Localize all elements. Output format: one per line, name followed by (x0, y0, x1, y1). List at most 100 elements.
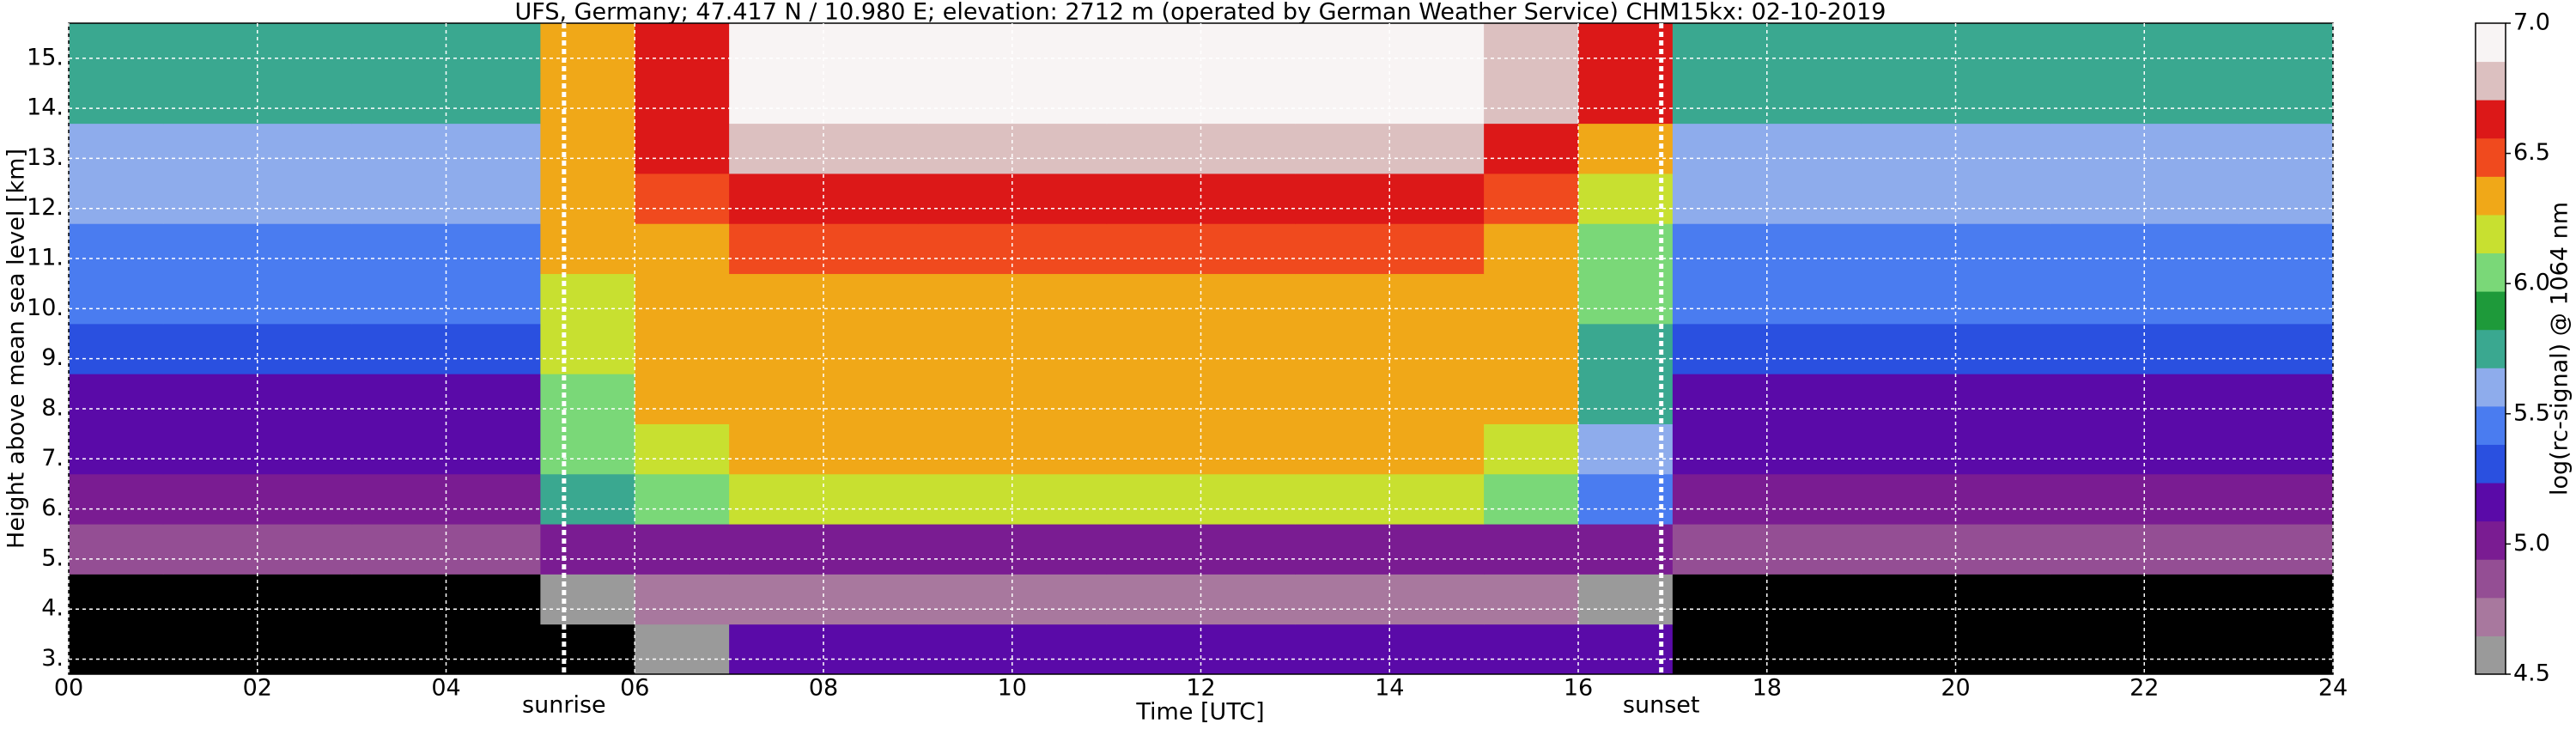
heatmap-cell (2050, 524, 2145, 575)
heatmap-cell (917, 323, 1013, 374)
heatmap-cell (1955, 374, 2050, 424)
colorbar-tick-label: 4.5 (2513, 660, 2550, 687)
heatmap-cell (1295, 23, 1390, 74)
heatmap-cell (1106, 524, 1201, 575)
heatmap-cell (1106, 23, 1201, 74)
heatmap-cell (351, 374, 447, 424)
heatmap-cell (1861, 23, 1956, 74)
heatmap-cell (162, 273, 258, 325)
heatmap-cell (823, 123, 919, 174)
y-tick-label: 14. (27, 94, 64, 121)
heatmap-cell (69, 473, 164, 525)
heatmap-cell (162, 23, 258, 74)
heatmap-cell (2144, 624, 2239, 675)
heatmap-cell (729, 423, 824, 475)
heatmap-cell (917, 23, 1013, 74)
heatmap-cell (1672, 524, 1768, 575)
heatmap-cell (2050, 374, 2145, 424)
heatmap-cell (1200, 273, 1296, 325)
heatmap-cell (635, 73, 730, 125)
heatmap-cell (1955, 473, 2050, 525)
heatmap-cell (257, 524, 353, 575)
heatmap-cell (1955, 423, 2050, 475)
x-tick-label: 10 (998, 675, 1027, 702)
chart-title: UFS, Germany; 47.417 N / 10.980 E; eleva… (515, 0, 1886, 26)
heatmap-cell (823, 574, 919, 625)
heatmap-cell (1200, 574, 1296, 625)
heatmap-cell (540, 273, 635, 325)
heatmap-cell (1955, 123, 2050, 174)
heatmap-cell (1672, 624, 1768, 675)
heatmap-cell (540, 473, 635, 525)
heatmap-cell (2144, 23, 2239, 74)
heatmap-cell (1672, 374, 1768, 424)
heatmap-cell (1012, 123, 1108, 174)
heatmap-cell (446, 273, 541, 325)
heatmap-cell (1484, 323, 1579, 374)
heatmap-cell (1578, 374, 1674, 424)
heatmap-cell (729, 273, 824, 325)
heatmap-cell (917, 624, 1013, 675)
sun-label: sunset (1623, 692, 1700, 719)
heatmap-cell (1578, 73, 1674, 125)
heatmap-cell (1200, 73, 1296, 125)
heatmap-cell (635, 323, 730, 374)
heatmap-cell (1861, 323, 1956, 374)
heatmap-cell (823, 473, 919, 525)
heatmap-cell (162, 374, 258, 424)
heatmap-cell (69, 323, 164, 374)
colorbar-swatch (2476, 23, 2506, 63)
heatmap-cell (729, 223, 824, 275)
heatmap-cell (69, 73, 164, 125)
y-tick-label: 9. (41, 344, 64, 371)
heatmap-cell (2144, 323, 2239, 374)
heatmap-cell (1578, 123, 1674, 174)
heatmap-cell (257, 574, 353, 625)
heatmap-cell (1861, 223, 1956, 275)
heatmap-cell (2144, 223, 2239, 275)
heatmap-cell (1766, 624, 1862, 675)
heatmap-cell (2050, 574, 2145, 625)
heatmap-cell (1672, 473, 1768, 525)
heatmap-cell (1672, 23, 1768, 74)
heatmap-cell (69, 574, 164, 625)
heatmap-cell (2144, 374, 2239, 424)
heatmap-cell (2239, 374, 2334, 424)
heatmap-cell (1012, 524, 1108, 575)
heatmap-cell (1955, 524, 2050, 575)
heatmap-cell (540, 73, 635, 125)
heatmap-cell (1106, 323, 1201, 374)
heatmap-cell (1861, 73, 1956, 125)
heatmap-cell (1484, 473, 1579, 525)
heatmap-cell (1200, 374, 1296, 424)
y-tick-label: 10. (27, 295, 64, 321)
heatmap-cell (351, 624, 447, 675)
heatmap-cell (823, 23, 919, 74)
x-tick-label: 20 (1941, 675, 1970, 702)
heatmap-cell (257, 423, 353, 475)
heatmap-cell (1578, 524, 1674, 575)
heatmap-cell (1295, 323, 1390, 374)
heatmap-cell (1106, 173, 1201, 224)
heatmap-cell (1672, 123, 1768, 174)
heatmap-cell (1672, 574, 1768, 625)
heatmap-cell (635, 223, 730, 275)
heatmap-cell (2239, 323, 2334, 374)
heatmap-cell (1200, 23, 1296, 74)
heatmap-cell (351, 73, 447, 125)
heatmap-cell (729, 123, 824, 174)
heatmap-cell (2050, 624, 2145, 675)
heatmap-cell (1766, 323, 1862, 374)
heatmap-cell (1955, 23, 2050, 74)
heatmap-cell (1484, 423, 1579, 475)
colorbar-tick-label: 6.5 (2513, 139, 2550, 166)
heatmap-cell (351, 223, 447, 275)
heatmap-cell (1766, 473, 1862, 525)
heatmap-cell (257, 273, 353, 325)
heatmap-cell (69, 23, 164, 74)
heatmap-cell (2239, 273, 2334, 325)
heatmap-cell (2144, 173, 2239, 224)
heatmap-cell (540, 524, 635, 575)
heatmap-cell (1200, 524, 1296, 575)
